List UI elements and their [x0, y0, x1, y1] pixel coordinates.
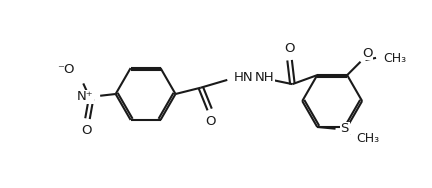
Text: HN: HN: [234, 71, 253, 84]
Text: ⁻O: ⁻O: [57, 63, 75, 76]
Text: O: O: [362, 47, 372, 60]
Text: O: O: [205, 115, 216, 128]
Text: CH₃: CH₃: [383, 52, 406, 65]
Text: O: O: [82, 124, 92, 137]
Text: S: S: [340, 122, 349, 135]
Text: N⁺: N⁺: [76, 90, 93, 103]
Text: O: O: [284, 42, 295, 55]
Text: NH: NH: [255, 71, 275, 84]
Text: CH₃: CH₃: [357, 132, 380, 145]
